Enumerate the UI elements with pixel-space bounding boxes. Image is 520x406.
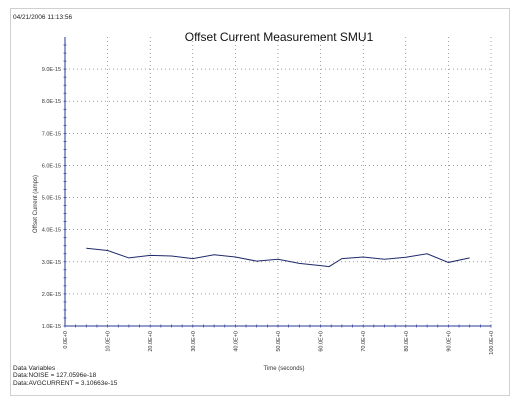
- x-tick-label: 30.0E+0: [191, 331, 197, 352]
- chart-window: 04/21/2006 11:13:56 Offset Current Measu…: [10, 8, 510, 396]
- y-tick-label: 2.0E-15: [42, 292, 61, 298]
- y-tick-label: 9.0E-15: [42, 67, 61, 73]
- x-tick-label: 50.0E+0: [276, 331, 282, 352]
- y-tick-label: 6.0E-15: [42, 163, 61, 169]
- y-tick-label: 3.0E-15: [42, 260, 61, 266]
- series-group: [86, 247, 470, 268]
- variable-noise: Data:NOISE = 127.0596e-18: [13, 372, 97, 379]
- y-axis-label: Offset Current (amps): [33, 175, 39, 233]
- x-tick-label: 80.0E+0: [404, 331, 410, 352]
- x-tick-label: 20.0E+0: [148, 331, 154, 352]
- x-tick-label: 60.0E+0: [319, 331, 325, 352]
- y-tick-label: 4.0E-15: [42, 228, 61, 234]
- x-tick-label: 0.0E+0: [63, 331, 69, 349]
- y-tick-label: 1.0E-15: [42, 324, 61, 330]
- y-tick-label: 8.0E-15: [42, 99, 61, 105]
- x-tick-label: 100.0E+0: [489, 331, 495, 355]
- x-tick-labels: 0.0E+0 10.0E+0 20.0E+0 30.0E+0 40.0E+0 50.0E+…: [63, 331, 495, 355]
- variables-header: Data Variables: [13, 365, 56, 372]
- variable-avgcurrent: Data:AVGCURRENT = 3.10663e-15: [13, 380, 118, 387]
- series-line: [86, 247, 470, 268]
- x-axis-label: Time (seconds): [263, 366, 304, 372]
- grid-lines: [65, 37, 492, 326]
- x-tick-label: 70.0E+0: [361, 331, 367, 352]
- chart-svg: 04/21/2006 11:13:56 Offset Current Measu…: [13, 14, 495, 387]
- x-tick-label: 40.0E+0: [233, 331, 239, 352]
- chart-title: Offset Current Measurement SMU1: [185, 30, 374, 44]
- x-tick-label: 10.0E+0: [106, 331, 112, 352]
- y-tick-labels: 1.0E-15 2.0E-15 3.0E-15 4.0E-15 5.0E-15 6.0E-…: [42, 67, 61, 330]
- axes: [63, 37, 492, 328]
- x-tick-label: 90.0E+0: [446, 331, 452, 352]
- timestamp: 04/21/2006 11:13:56: [13, 14, 73, 21]
- y-tick-label: 7.0E-15: [42, 131, 61, 137]
- y-tick-label: 5.0E-15: [42, 196, 61, 202]
